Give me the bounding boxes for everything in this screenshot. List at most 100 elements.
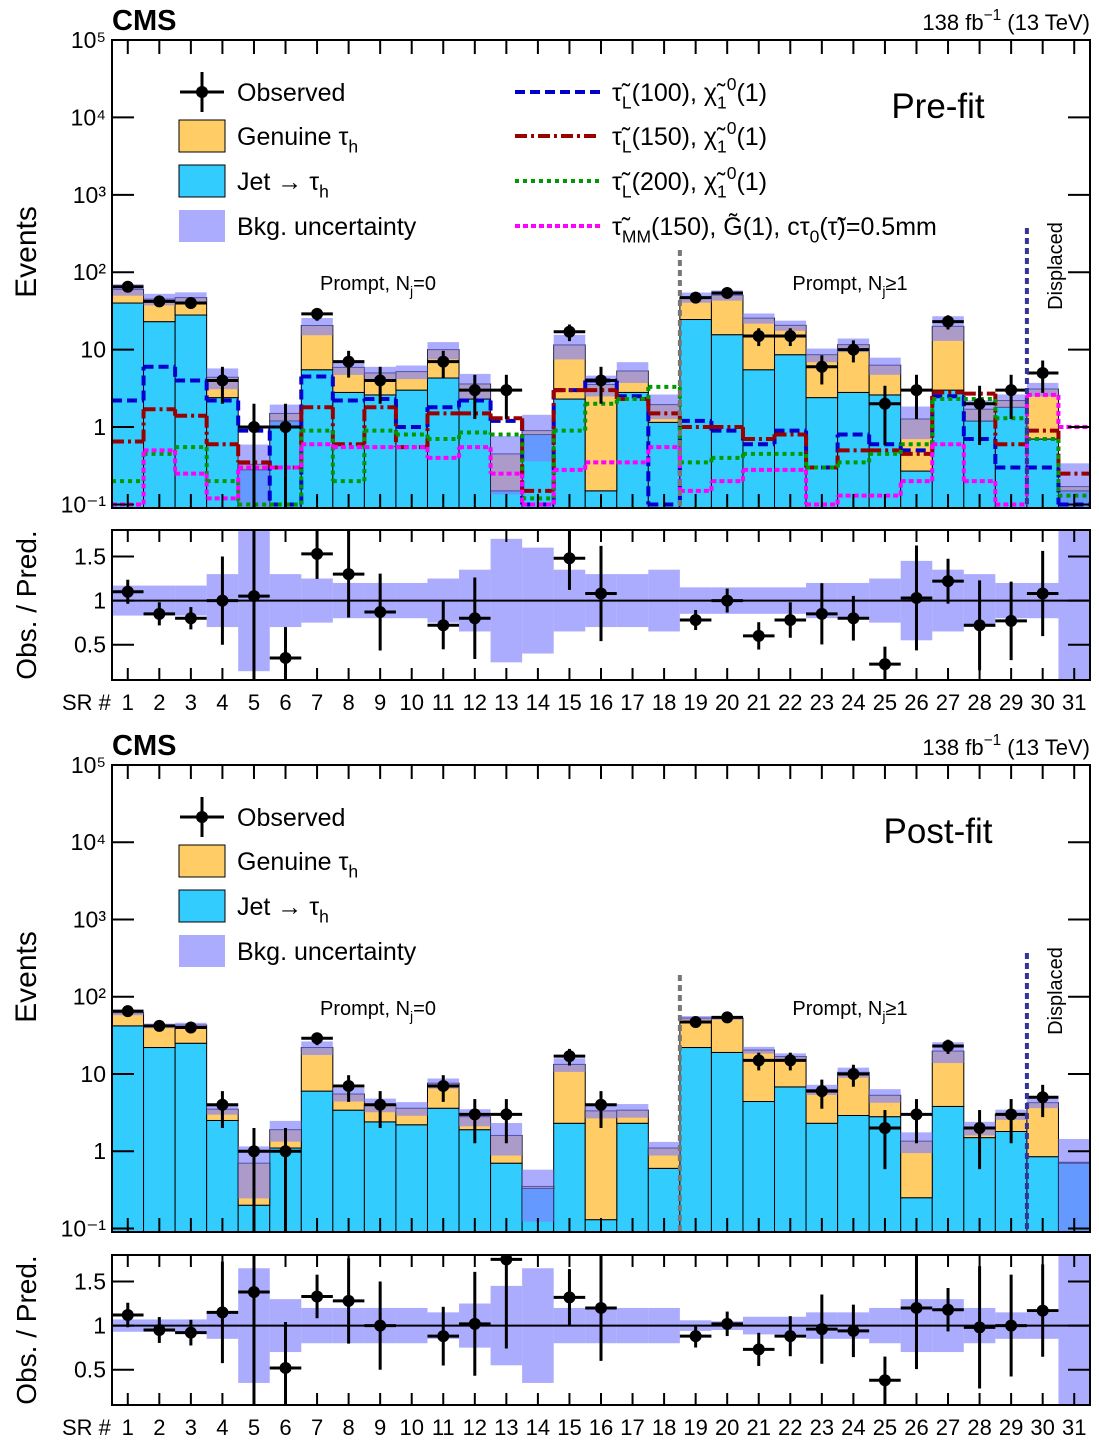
observed-point xyxy=(121,280,134,293)
observed-point xyxy=(121,1005,134,1018)
x-tick-label: 13 xyxy=(494,690,518,715)
x-tick-label: 29 xyxy=(999,1415,1023,1440)
text-part: Genuine τ xyxy=(237,848,348,876)
x-tick-label: 5 xyxy=(248,690,260,715)
observed-point xyxy=(279,421,292,434)
x-tick-label: 6 xyxy=(279,690,291,715)
x-tick-label: 26 xyxy=(904,1415,928,1440)
ratio-point xyxy=(532,734,544,746)
legend-label: τ̃L(100), χ̃10(1) xyxy=(612,74,767,113)
ratio-point xyxy=(910,591,923,604)
y-tick-label: 1 xyxy=(93,588,106,614)
observed-point xyxy=(658,1286,670,1298)
x-tick-label: 20 xyxy=(715,1415,739,1440)
stack-bar xyxy=(710,1051,744,1232)
stack-bar xyxy=(616,391,649,508)
x-tick-label: 18 xyxy=(652,690,676,715)
y-axis-label: Obs. / Pred. xyxy=(11,1255,42,1404)
ratio-point xyxy=(1005,614,1018,627)
observed-point xyxy=(973,1121,986,1134)
y-tick-label: 10⁵ xyxy=(71,27,106,53)
text-part: (13 TeV) xyxy=(1001,10,1090,35)
text-part: L xyxy=(622,182,632,202)
uncertainty-band xyxy=(869,1089,901,1103)
ratio-point xyxy=(847,612,860,625)
uncertainty-band xyxy=(522,414,554,462)
ratio-point xyxy=(184,612,197,625)
text-part: Jet → τ xyxy=(237,168,319,196)
x-tick-label: 7 xyxy=(311,1415,323,1440)
x-tick-label: 15 xyxy=(557,1415,581,1440)
uncertainty-band xyxy=(869,357,901,375)
region-label: Prompt, Nj=0 xyxy=(320,998,436,1024)
text-part: h xyxy=(319,907,329,927)
stack-bar xyxy=(174,1042,208,1232)
ratio-point xyxy=(973,619,986,632)
uncertainty-band xyxy=(395,1102,428,1116)
ratio-point xyxy=(878,1374,891,1387)
x-tick-label: 24 xyxy=(841,1415,865,1440)
uncertainty-band xyxy=(490,436,523,495)
x-tick-label: 25 xyxy=(873,1415,897,1440)
region-label: Prompt, Nj=0 xyxy=(320,273,436,299)
text-part: Jet → τ xyxy=(237,893,319,921)
text-part: 0 xyxy=(727,74,737,94)
text-part: 0 xyxy=(727,118,737,138)
x-tick-label: 31 xyxy=(1062,690,1086,715)
ratio-point xyxy=(752,1343,765,1356)
ratio-point xyxy=(342,1294,355,1307)
text-part: (1) xyxy=(736,123,767,151)
observed-point xyxy=(1036,366,1049,379)
x-tick-label: 23 xyxy=(810,1415,834,1440)
x-tick-label: 8 xyxy=(342,1415,354,1440)
x-tick-label: 19 xyxy=(683,690,707,715)
ratio-plot xyxy=(112,530,1090,746)
y-axis-label: Events xyxy=(10,206,43,298)
text-part: (13 TeV) xyxy=(1001,735,1090,760)
observed-point xyxy=(374,1098,387,1111)
x-tick-label: 20 xyxy=(715,690,739,715)
text-part: Prompt, N xyxy=(792,273,882,295)
x-tick-label: 27 xyxy=(936,1415,960,1440)
uncertainty-band xyxy=(522,1169,554,1222)
ratio-point xyxy=(689,1330,702,1343)
legend-label: Jet → τh xyxy=(237,168,329,202)
uncertainty-band xyxy=(301,318,333,336)
x-tick-label: 21 xyxy=(746,1415,770,1440)
x-tick-label: 18 xyxy=(652,1415,676,1440)
observed-point xyxy=(721,286,734,299)
stack-bar xyxy=(300,1090,334,1232)
y-tick-label: 10³ xyxy=(73,906,107,932)
x-tick-label: 13 xyxy=(494,1415,518,1440)
x-tick-label: 23 xyxy=(810,690,834,715)
uncertainty-band xyxy=(1058,1138,1090,1232)
ratio-point xyxy=(374,1319,387,1332)
x-tick-label: 27 xyxy=(936,690,960,715)
ratio-point xyxy=(1036,1304,1049,1317)
x-tick-label: 16 xyxy=(589,690,613,715)
observed-point xyxy=(910,1108,923,1121)
stack-bar xyxy=(647,421,681,508)
ratio-point xyxy=(374,606,387,619)
observed-point xyxy=(847,1067,860,1080)
ratio-point xyxy=(468,1317,481,1330)
observed-point xyxy=(311,307,324,320)
text-part: (1) xyxy=(736,79,767,107)
ratio-point xyxy=(247,1286,260,1299)
observed-point xyxy=(153,1019,166,1032)
x-tick-label: 4 xyxy=(216,1415,228,1440)
observed-point xyxy=(752,330,765,343)
ratio-point xyxy=(121,1309,134,1321)
x-tick-label: 5 xyxy=(248,1415,260,1440)
observed-point xyxy=(500,384,513,397)
ratio-point xyxy=(595,1301,607,1314)
observed-point xyxy=(153,295,166,308)
observed-point xyxy=(468,384,481,397)
observed-point xyxy=(563,1050,576,1063)
observed-point xyxy=(342,1079,355,1092)
text-part: (150), G̃(1), cτ xyxy=(651,213,810,241)
x-tick-label: 16 xyxy=(589,1415,613,1440)
region-label: Prompt, Nj≥1 xyxy=(792,998,907,1024)
observed-point xyxy=(627,562,639,574)
